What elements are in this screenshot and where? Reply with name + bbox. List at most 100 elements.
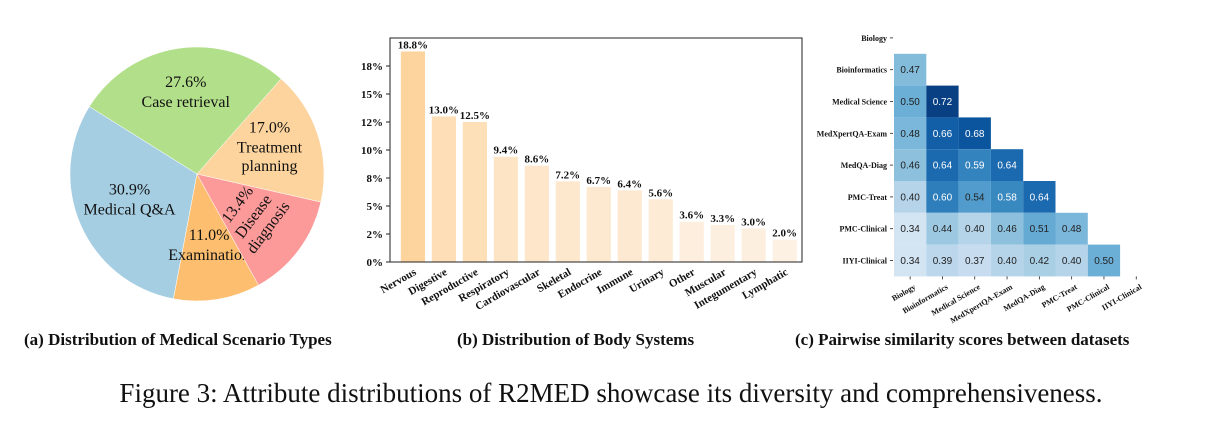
y-tick-label: 15% — [361, 89, 383, 101]
heatmap-cell — [1023, 244, 1056, 277]
heatmap-cell — [926, 244, 959, 277]
pie-slice-label-group: 30.9% Medical Q&A — [84, 182, 176, 219]
pie-slice-label: Medical Q&A — [84, 202, 176, 219]
pie-slice-percent: 17.0% — [249, 120, 290, 137]
heatmap-cell-value: 0.40 — [965, 224, 985, 235]
bar-data-label: 9.4% — [493, 145, 518, 157]
heatmap-cell — [958, 149, 991, 181]
heatmap-cell-value: 0.34 — [900, 256, 920, 267]
bar-data-label: 3.0% — [741, 216, 766, 228]
heatmap-cell-value: 0.50 — [900, 97, 920, 108]
heatmap-cell-value: 0.46 — [900, 161, 920, 172]
heatmap-cell-value: 0.48 — [1062, 224, 1082, 235]
pie-chart: 27.6% Case retrieval 30.9% Medical Q&A 11.0%… — [0, 0, 400, 360]
bar — [772, 239, 797, 262]
heatmap-cell-value: 0.40 — [1062, 256, 1082, 267]
heatmap-cell-value: 0.44 — [933, 224, 953, 235]
bar — [462, 122, 487, 262]
heatmap-cell-value: 0.47 — [900, 65, 920, 76]
heatmap-cell — [1023, 181, 1056, 213]
bar-data-label: 13.0% — [429, 104, 459, 116]
pie-slice — [173, 173, 259, 302]
bar-data-label: 3.6% — [679, 210, 704, 222]
bar — [586, 186, 611, 262]
bar-data-label: 8.6% — [524, 154, 549, 166]
pie-slice-label-group: 27.6% Case retrieval — [142, 74, 231, 111]
heatmap-cell-value: 0.50 — [1094, 256, 1114, 267]
heatmap-cell — [894, 117, 927, 150]
row-label: Bioinformatics — [836, 66, 887, 75]
heatmap-cell — [958, 181, 991, 213]
bar-chart-svg: 0%2%5%8%10%12%15%18%18.8%Nervous13.0%Dig… — [361, 37, 803, 313]
heatmap-cell-value: 0.40 — [997, 256, 1017, 267]
y-tick-label: 0% — [367, 257, 384, 269]
heatmap-cell — [1087, 244, 1121, 277]
y-tick-label: 12% — [361, 117, 383, 129]
bar — [617, 190, 642, 262]
heatmap-cell-value: 0.34 — [900, 224, 920, 235]
subcaption-b: (b) Distribution of Body Systems — [457, 330, 695, 349]
bar-data-label: 6.4% — [617, 178, 642, 190]
heatmap-cell — [990, 212, 1024, 245]
row-label: MedQA-Diag — [841, 161, 887, 170]
heatmap-cell-value: 0.37 — [965, 256, 985, 267]
heatmap-cell-value: 0.42 — [1030, 256, 1050, 267]
heatmap-cell — [990, 149, 1024, 181]
heatmap-cell — [958, 212, 991, 245]
bar-data-label: 3.3% — [710, 213, 735, 225]
y-tick-label: 5% — [367, 201, 384, 213]
heatmap-cell — [894, 212, 927, 245]
bar-data-label: 7.2% — [555, 169, 580, 181]
bar-data-label: 6.7% — [586, 175, 611, 187]
heatmap-cell-value: 0.72 — [933, 97, 953, 108]
heatmap-cell-value: 0.48 — [900, 129, 920, 140]
heatmap-cell — [1055, 212, 1088, 245]
bar — [400, 51, 426, 262]
subcaption-a: (a) Distribution of Medical Scenario Typ… — [24, 330, 332, 349]
heatmap-cell — [990, 181, 1024, 213]
pie-slice — [196, 173, 322, 286]
heatmap-cell-value: 0.64 — [933, 161, 953, 172]
heatmap-cell — [1055, 244, 1088, 277]
pie-slice-label: Examination — [168, 247, 250, 264]
figure-caption: Figure 3: Attribute distributions of R2M… — [119, 378, 1103, 408]
bar-data-label: 18.8% — [398, 39, 428, 51]
heatmap-cell — [926, 212, 959, 245]
heatmap-cell-value: 0.39 — [933, 256, 953, 267]
y-tick-label: 10% — [361, 145, 383, 157]
heatmap-cell-value: 0.68 — [965, 129, 985, 140]
pie-slice-label: Treatment planning — [237, 140, 303, 175]
bar-data-label: 5.6% — [648, 187, 673, 199]
bar — [555, 181, 580, 262]
heatmap-cell — [926, 117, 959, 150]
pie-slice — [89, 46, 282, 175]
heatmap-cell — [894, 85, 927, 118]
heatmap-cell-value: 0.64 — [997, 161, 1017, 172]
pie-slice-percent: 11.0% — [189, 227, 230, 244]
heatmap-cell-value: 0.60 — [933, 192, 953, 203]
y-tick-label: 2% — [367, 229, 384, 241]
row-label: PMC-Clinical — [839, 225, 887, 234]
row-label: Biology — [861, 34, 887, 43]
bar-data-label: 12.5% — [460, 110, 490, 122]
plot-frame — [389, 37, 803, 263]
row-label: MedXpertQA-Exam — [817, 129, 888, 138]
subcaption-c: (c) Pairwise similarity scores between d… — [795, 330, 1130, 349]
pie-chart-svg: 27.6% Case retrieval 30.9% Medical Q&A 11.0%… — [69, 46, 325, 302]
heatmap-cell-value: 0.64 — [1030, 192, 1050, 203]
heatmap-cell-value: 0.59 — [965, 161, 985, 172]
bar — [493, 156, 518, 262]
y-tick-label: 8% — [367, 173, 384, 185]
heatmap-cell — [894, 149, 927, 181]
heatmap-cell-value: 0.46 — [997, 224, 1017, 235]
heatmap-cell-value: 0.54 — [965, 192, 985, 203]
bar — [648, 199, 673, 262]
row-label: PMC-Treat — [848, 193, 888, 202]
heatmap-cell-value: 0.51 — [1030, 224, 1050, 235]
pie-slice-label-group: 17.0% Treatment planning — [237, 120, 303, 175]
pie-slice-label-group: 11.0% Examination — [168, 227, 250, 264]
pie-slice — [196, 78, 325, 203]
bar — [741, 228, 766, 262]
bar-chart: 0% 2% 5% 8% 10% 12% 15% 18% 18.8% Nervous 13.0% Dig… — [340, 0, 820, 360]
bar-data-label: 2.0% — [772, 228, 797, 240]
